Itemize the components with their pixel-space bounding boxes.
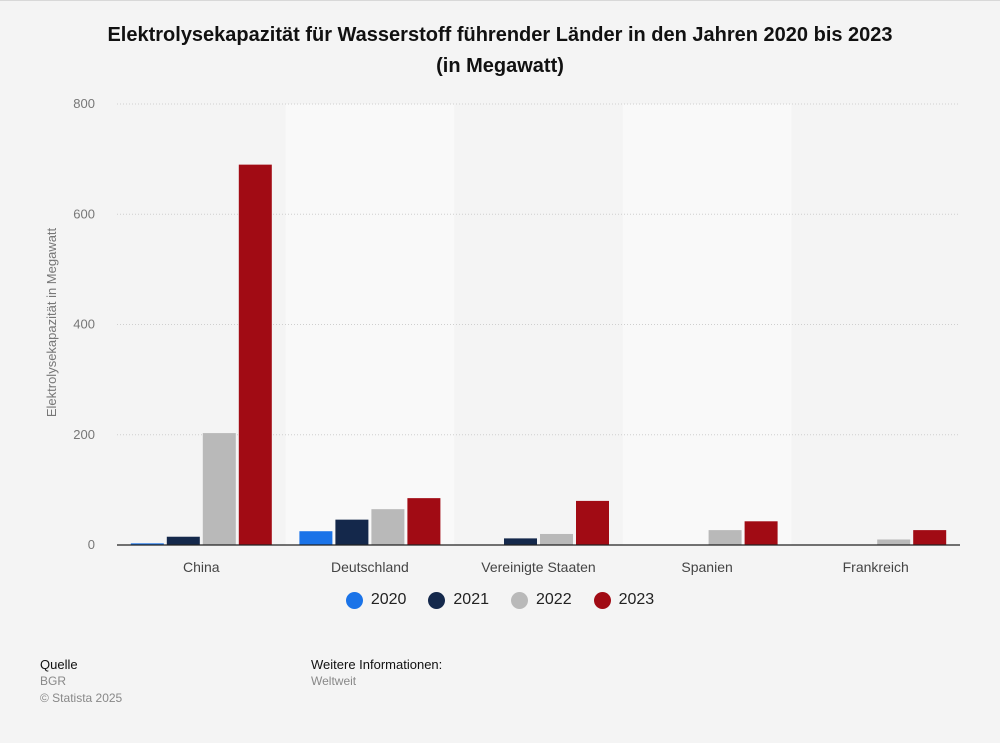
legend-marker (345, 591, 363, 609)
y-axis-label: Elektrolysekapazität in Megawatt (44, 227, 59, 417)
legend-marker (593, 591, 611, 609)
x-tick-label: Frankreich (843, 559, 909, 575)
bar-2022-vereinigte-staaten (540, 533, 573, 545)
bar-chart: 0 200 400 600 800 Elektrolysekapazität in Meg… (44, 96, 960, 575)
bar-2021-china (166, 536, 200, 545)
info-heading: Weitere Informationen: (311, 657, 443, 672)
copyright-text: © Statista 2025 (40, 691, 123, 705)
top-divider (0, 0, 1000, 1)
legend-marker (511, 591, 528, 609)
legend-label: 2021 (453, 591, 489, 608)
legend-item-2023[interactable]: 2023 (593, 591, 655, 609)
legend-label: 2022 (536, 591, 572, 608)
chart-title: Elektrolysekapazität für Wasserstoff füh… (0, 20, 1000, 82)
bar-2020-china (130, 543, 164, 545)
y-tick-label: 400 (73, 317, 95, 332)
x-tick-label: Deutschland (331, 559, 409, 575)
bar-2020-deutschland (299, 531, 333, 545)
bar-2023-frankreich (913, 530, 947, 545)
legend-label: 2020 (370, 591, 407, 608)
y-tick-label: 600 (73, 206, 95, 221)
bar-2021-vereinigte-staaten (504, 538, 537, 545)
bar-2022-deutschland (371, 509, 405, 545)
legend-item-2022[interactable]: 2022 (511, 591, 572, 609)
legend-marker (428, 591, 446, 609)
legend-item-2020[interactable]: 2020 (345, 591, 407, 609)
chart-legend: 2020 2021 2022 2023 (0, 591, 1000, 609)
legend-item-2021[interactable]: 2021 (428, 591, 489, 609)
source-block: Quelle BGR © Statista 2025 (40, 656, 122, 707)
source-value[interactable]: BGR (40, 674, 67, 688)
bar-2023-china (238, 164, 272, 545)
bar-2021-deutschland (335, 519, 369, 545)
source-heading: Quelle (40, 657, 78, 672)
x-tick-label: China (183, 559, 220, 575)
x-tick-label: Vereinigte Staaten (481, 559, 595, 575)
y-tick-label: 200 (73, 427, 95, 442)
bar-2022-spanien (708, 530, 742, 545)
bar-2023-deutschland (407, 498, 441, 545)
bar-2023-vereinigte-staaten (576, 500, 609, 545)
y-tick-label: 0 (88, 537, 95, 552)
info-value: Weltweit (311, 674, 357, 688)
bar-2023-spanien (744, 521, 778, 545)
y-tick-label: 800 (73, 96, 95, 111)
chart-title-line1: Elektrolysekapazität für Wasserstoff füh… (107, 24, 893, 46)
info-block: Weitere Informationen: Weltweit (311, 656, 442, 690)
bar-2022-china (202, 433, 236, 545)
bar-2022-frankreich (877, 539, 911, 545)
chart-title-line2: (in Megawatt) (436, 55, 564, 77)
x-tick-label: Spanien (681, 559, 732, 575)
category-band (622, 104, 792, 545)
legend-label: 2023 (618, 591, 655, 608)
